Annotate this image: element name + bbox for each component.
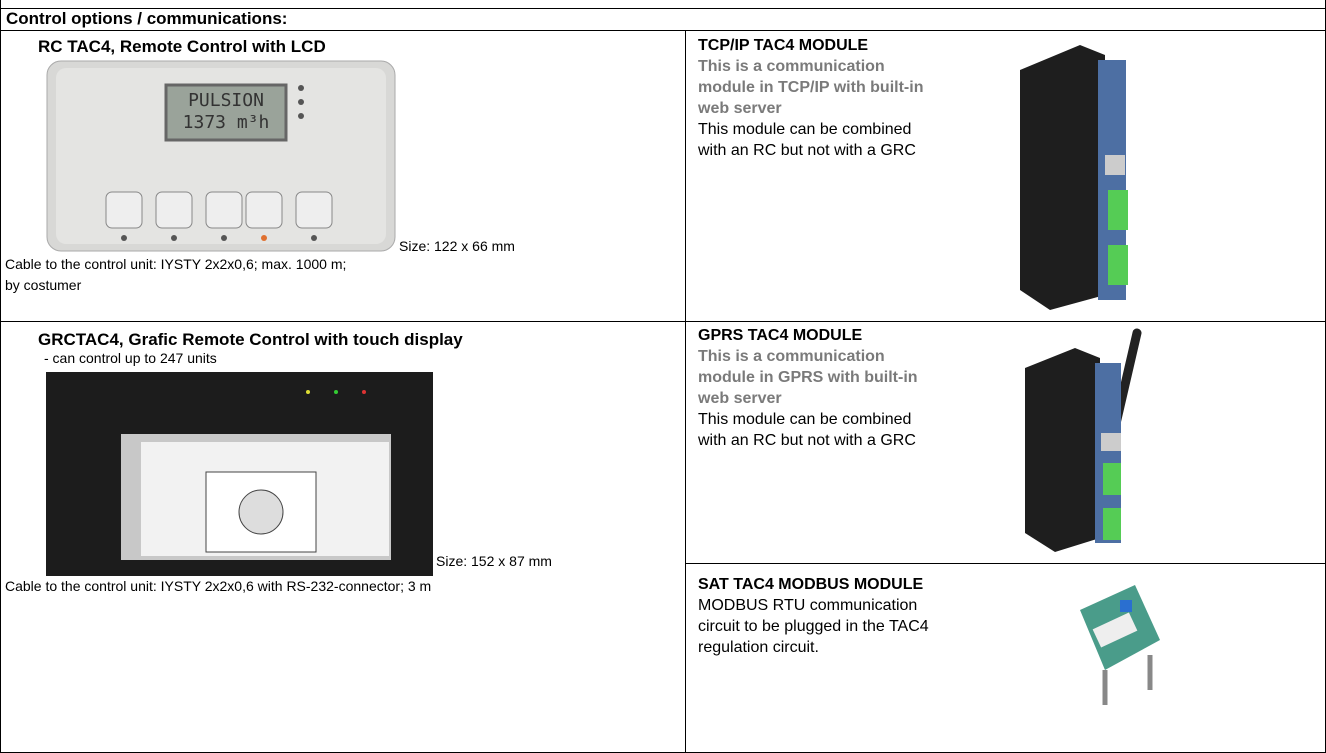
gprs-desc: with an RC but not with a GRC [698,432,916,449]
gprs-image [1025,328,1142,552]
grc-image [46,372,433,576]
gprs-highlight: module in GPRS with built-in [698,369,918,386]
tcp-highlight: This is a communication [698,58,885,75]
grc-cable: Cable to the control unit: IYSTY 2x2x0,6… [5,578,432,594]
gprs-highlight: web server [698,390,782,407]
tcp-desc: with an RC but not with a GRC [698,142,916,159]
sat-desc: regulation circuit. [698,639,819,656]
lcd-text: PULSION [188,90,264,111]
gprs-title: GPRS TAC4 MODULE [698,327,863,344]
rc-title: RC TAC4, Remote Control with LCD [38,37,326,56]
sat-image [1080,585,1160,705]
rc-image: PULSION 1373 m³h [46,60,396,252]
header-title: Control options / communications: [6,9,288,28]
tcp-desc: This module can be combined [698,121,912,138]
sat-title: SAT TAC4 MODBUS MODULE [698,576,924,593]
tcp-image [1020,45,1128,310]
gprs-desc: This module can be combined [698,411,912,428]
rc-cable: Cable to the control unit: IYSTY 2x2x0,6… [5,256,347,272]
lcd-text: 1373 m³h [183,112,270,133]
gprs-highlight: This is a communication [698,348,885,365]
grc-size: Size: 152 x 87 mm [436,553,552,569]
tcp-highlight: web server [698,100,782,117]
rc-cable: by costumer [5,277,82,293]
sat-desc: MODBUS RTU communication [698,597,918,614]
grc-title: GRCTAC4, Grafic Remote Control with touc… [38,330,463,349]
grc-note: - can control up to 247 units [44,350,217,366]
rc-size: Size: 122 x 66 mm [399,238,515,254]
sat-desc: circuit to be plugged in the TAC4 [698,618,929,635]
tcp-title: TCP/IP TAC4 MODULE [698,37,869,54]
tcp-highlight: module in TCP/IP with built-in [698,79,924,96]
